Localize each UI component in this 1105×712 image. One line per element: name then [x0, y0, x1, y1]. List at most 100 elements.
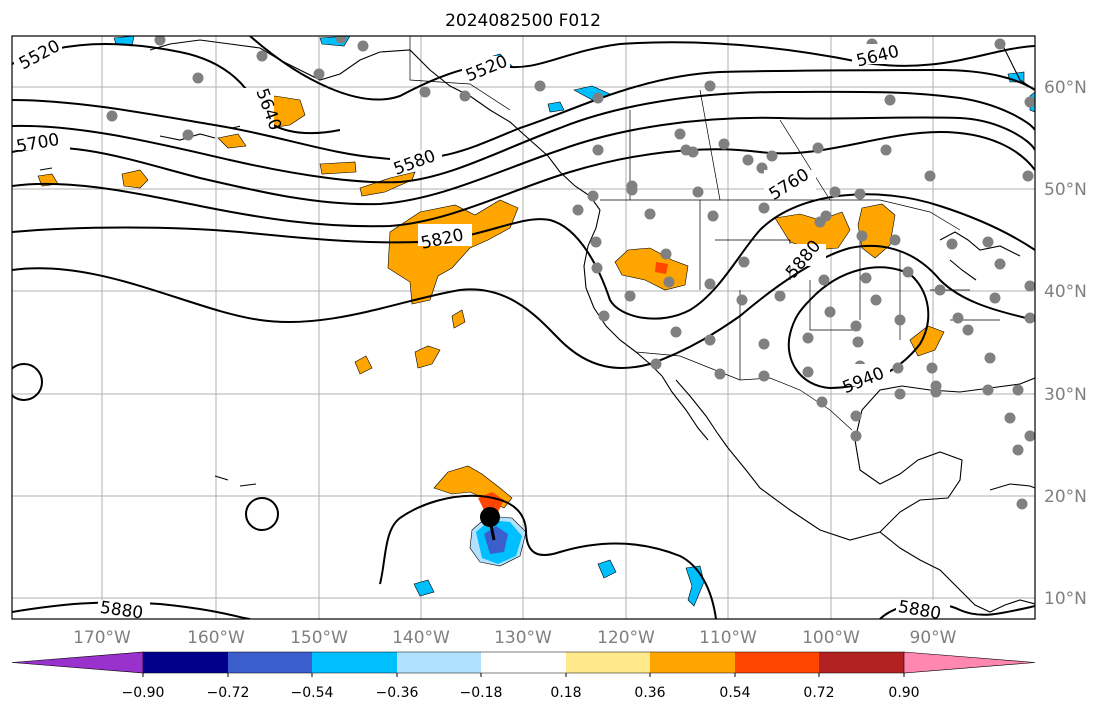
shade-bering-1 — [121, 169, 149, 189]
station-marker — [930, 386, 942, 398]
station-marker — [624, 290, 636, 302]
station-marker — [598, 310, 610, 322]
storm-track — [488, 519, 496, 541]
station-marker — [182, 129, 194, 141]
map-body: 5520 5520 5640 5700 5580 5760 5820 5880 … — [12, 36, 1035, 624]
station-marker — [154, 36, 166, 46]
longitude-label: 160°W — [187, 628, 245, 648]
station-marker — [924, 170, 936, 182]
station-marker — [591, 262, 603, 274]
station-marker — [1012, 444, 1024, 456]
station-marker — [860, 272, 872, 284]
station-marker — [1004, 412, 1016, 424]
coast-mexico — [727, 377, 1035, 541]
colorbar-segment — [819, 652, 904, 673]
contour-5880-low — [12, 601, 251, 619]
station-marker — [820, 210, 832, 222]
colorbar-tick-label: 0.18 — [550, 685, 581, 701]
station-marker — [994, 38, 1006, 50]
colorbar-tick-label: −0.90 — [122, 685, 165, 701]
station-marker — [994, 258, 1006, 270]
colorbar-segment — [312, 652, 397, 673]
coast-baja — [661, 375, 729, 449]
colorbar-tick-label: 0.36 — [634, 685, 665, 701]
station-marker — [650, 358, 662, 370]
station-marker — [590, 236, 602, 248]
station-marker — [459, 90, 471, 102]
map-title: 2024082500 F012 — [445, 11, 601, 31]
station-marker — [852, 336, 864, 348]
colorbar-segment — [228, 652, 312, 673]
latitude-label: 10°N — [1044, 589, 1087, 609]
contour-5640 — [12, 90, 1035, 184]
station-marker — [1022, 170, 1034, 182]
shade-trop-blue-2 — [685, 565, 705, 607]
station-marker — [357, 40, 369, 52]
station-marker — [774, 290, 786, 302]
storm-center-marker — [480, 507, 500, 527]
colorbar-tick-label: −0.54 — [291, 685, 334, 701]
station-marker — [674, 128, 686, 140]
station-marker — [982, 236, 994, 248]
contour-5520-b — [249, 36, 1035, 101]
colorbar-segment — [481, 652, 566, 673]
station-marker — [592, 144, 604, 156]
station-marker — [587, 190, 599, 202]
contour-low-hawaii — [245, 497, 279, 531]
contour-label-5880-east: 5880 — [896, 597, 942, 624]
station-marker — [902, 266, 914, 278]
colorbar-tick-label: 0.72 — [803, 685, 834, 701]
coast-us-west — [583, 209, 663, 377]
station-marker — [742, 154, 754, 166]
shade-trop-blue-1 — [597, 559, 617, 579]
shade-small-2 — [451, 309, 466, 329]
station-marker — [687, 146, 699, 158]
station-marker — [1024, 280, 1035, 292]
colorbar-segment — [397, 652, 481, 673]
station-marker — [1024, 430, 1035, 442]
station-marker — [704, 80, 716, 92]
shade-small-1 — [414, 345, 441, 369]
station-marker — [758, 338, 770, 350]
contour-5700 — [12, 116, 1035, 206]
longitude-label: 90°W — [910, 628, 957, 648]
longitude-label: 150°W — [290, 628, 348, 648]
contour-5580 — [12, 68, 1035, 161]
station-marker — [850, 430, 862, 442]
station-marker — [802, 332, 814, 344]
colorbar-segment — [566, 652, 650, 673]
station-marker — [313, 68, 325, 80]
longitude-label: 170°W — [73, 628, 131, 648]
station-marker — [419, 86, 431, 98]
station-marker — [592, 92, 604, 104]
contour-5880-hur — [379, 494, 717, 619]
station-marker — [736, 294, 748, 306]
latitude-labels: 60°N 50°N 40°N 30°N 20°N 10°N — [1044, 78, 1087, 609]
latitude-label: 20°N — [1044, 487, 1087, 507]
station-marker — [718, 138, 730, 150]
colorbar-tick-label: −0.18 — [460, 685, 503, 701]
station-marker — [856, 230, 868, 242]
station-marker — [707, 210, 719, 222]
station-marker — [889, 234, 901, 246]
longitude-label: 100°W — [802, 628, 860, 648]
station-marker — [1024, 312, 1035, 324]
station-marker — [692, 186, 704, 198]
coast-central-america — [879, 531, 1035, 613]
station-marker — [714, 368, 726, 380]
longitude-labels: 170°W 160°W 150°W 140°W 130°W 120°W 110°W 100°W… — [73, 628, 957, 648]
station-marker — [663, 276, 675, 288]
longitude-label: 140°W — [392, 628, 450, 648]
station-marker — [816, 396, 828, 408]
station-marker — [704, 278, 716, 290]
station-marker — [982, 384, 994, 396]
latitude-label: 40°N — [1044, 282, 1087, 302]
station-marker — [704, 334, 716, 346]
station-marker — [854, 188, 866, 200]
border-alaska-canada — [409, 36, 511, 111]
station-marker — [870, 294, 882, 306]
political-borders — [409, 36, 1000, 431]
colorbar-tick-label: 0.54 — [719, 685, 750, 701]
station-marker — [758, 370, 770, 382]
